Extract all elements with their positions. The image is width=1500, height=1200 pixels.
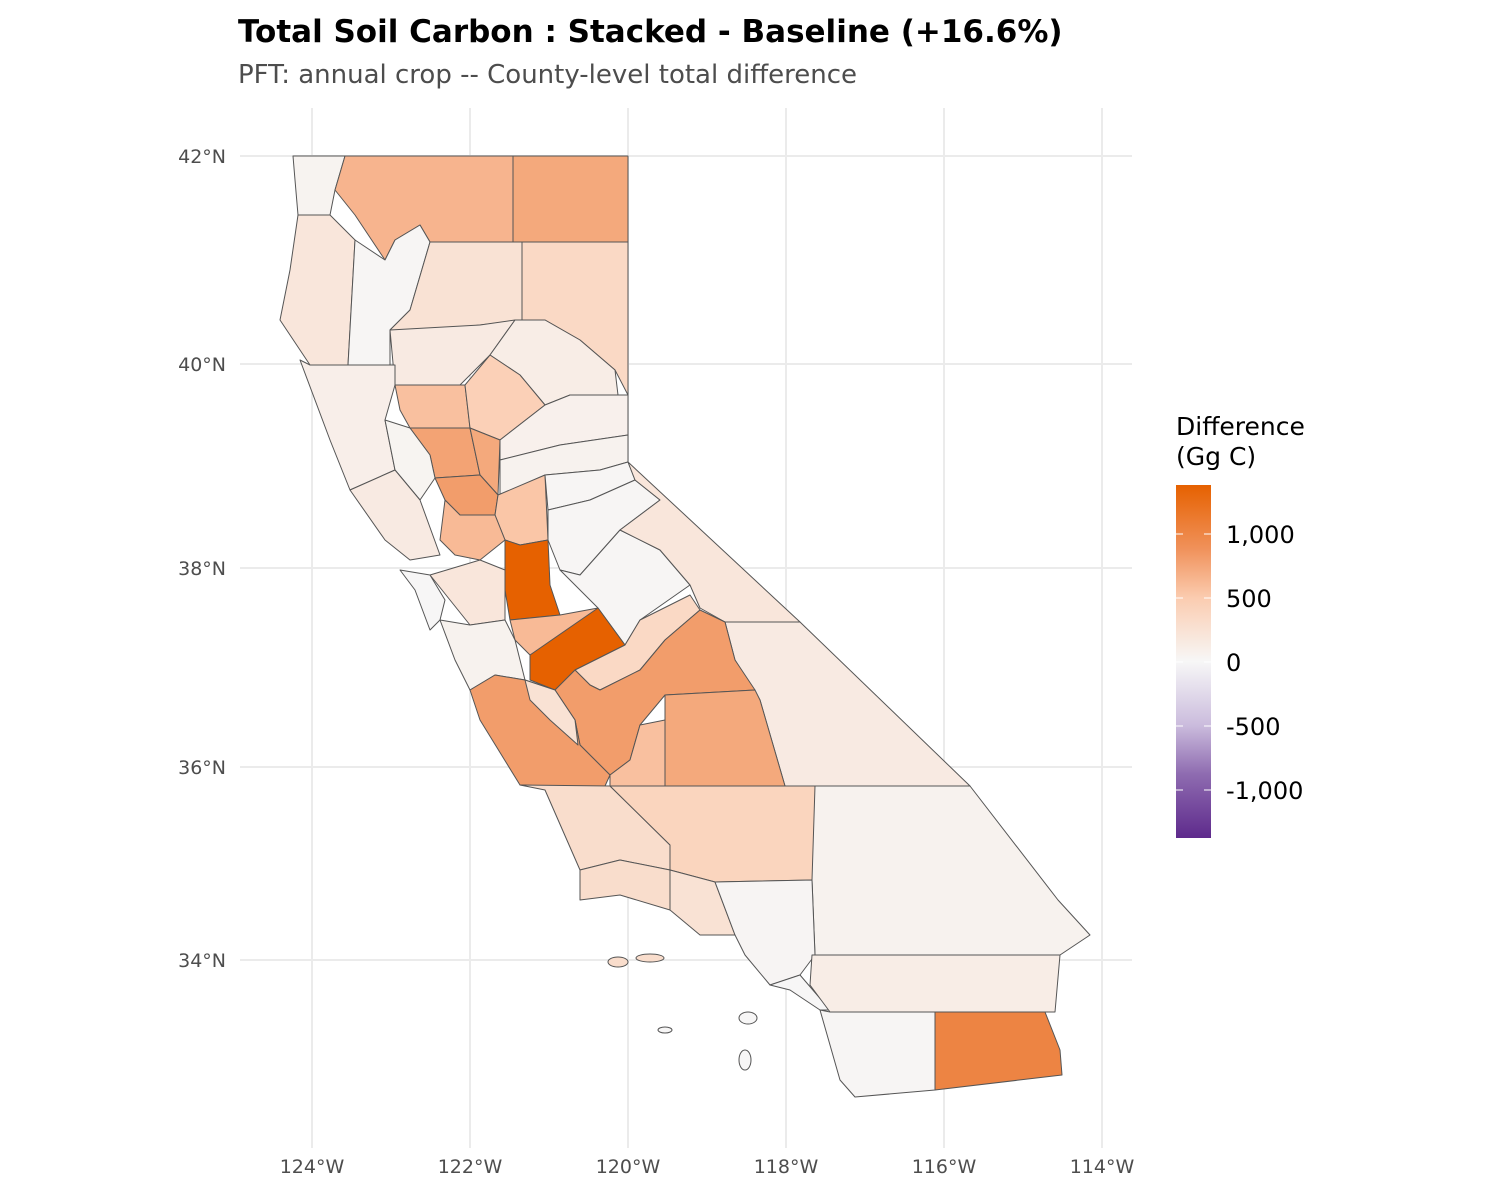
island-polygon[interactable] [657,1026,673,1034]
county-polygon[interactable] [819,1009,936,1098]
county-polygon[interactable] [394,384,471,429]
county-polygon[interactable] [512,155,629,243]
x-tick-label: 122°W [438,1156,503,1178]
county-polygon[interactable] [279,214,356,366]
x-tick-label: 116°W [912,1156,977,1178]
county-polygon[interactable] [664,689,786,787]
county-polygon[interactable] [439,499,506,561]
y-tick-label: 42°N [178,146,226,168]
y-tick-label: 34°N [178,950,226,972]
county-polygon[interactable] [299,359,396,491]
legend-tick-label: 500 [1226,585,1272,613]
county-polygon[interactable] [349,469,441,561]
county-polygon[interactable] [769,974,831,1011]
island-polygon[interactable] [635,953,665,963]
county-polygon[interactable] [669,869,736,936]
island-polygon[interactable] [607,956,629,968]
legend-title: Difference (Gg C) [1176,412,1305,472]
legend-tick-label: -1,000 [1226,777,1303,805]
chart-subtitle: PFT: annual crop -- County-level total d… [238,60,857,90]
island-polygon[interactable] [738,1049,752,1071]
legend-tick-label: 0 [1226,649,1241,677]
chart-title: Total Soil Carbon : Stacked - Baseline (… [238,14,1063,50]
island-polygon[interactable] [738,1011,758,1025]
county-polygon[interactable] [504,539,561,621]
legend-tick-label: 1,000 [1226,521,1295,549]
legend-title-line1: Difference [1176,412,1305,441]
county-polygon[interactable] [524,679,579,746]
county-polygon[interactable] [469,674,611,787]
x-tick-label: 118°W [754,1156,819,1178]
legend-title-line2: (Gg C) [1176,442,1257,471]
county-polygon[interactable] [811,785,1091,956]
x-tick-label: 114°W [1070,1156,1135,1178]
x-tick-label: 120°W [596,1156,661,1178]
county-polygon[interactable] [579,859,671,911]
y-tick-label: 40°N [178,354,226,376]
y-tick-label: 38°N [178,558,226,580]
county-polygon[interactable] [934,1011,1063,1091]
county-polygon[interactable] [809,954,1061,1013]
x-tick-label: 124°W [280,1156,345,1178]
legend-tick-label: -500 [1226,713,1280,741]
y-tick-label: 36°N [178,757,226,779]
